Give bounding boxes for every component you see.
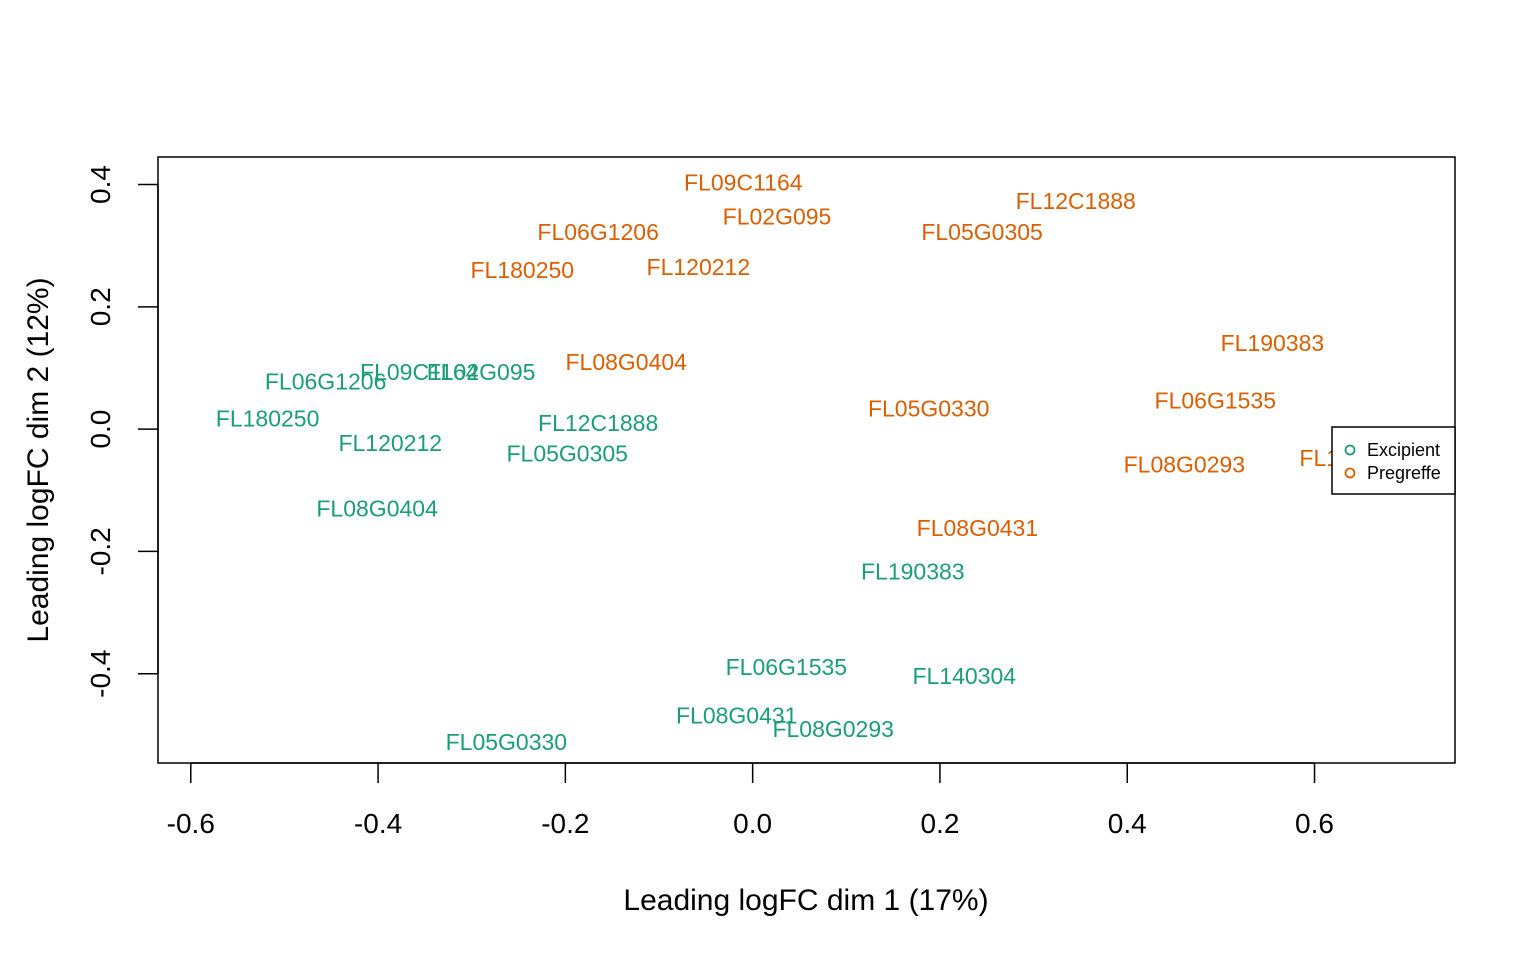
point-label-pregreffe: FL08G0293 xyxy=(1124,452,1245,478)
point-label-pregreffe: FL08G0404 xyxy=(565,349,687,375)
point-label-pregreffe: FL06G1535 xyxy=(1155,387,1276,413)
point-label-pregreffe: FL12C1888 xyxy=(1016,188,1136,214)
x-tick-label: -0.2 xyxy=(541,808,589,839)
legend-box xyxy=(1331,426,1456,495)
point-label-pregreffe: FL08G0431 xyxy=(917,515,1038,541)
point-label-excipient: FL06G1535 xyxy=(726,654,847,680)
point-label-excipient: FL09C1164 xyxy=(360,359,479,385)
x-tick-label: -0.4 xyxy=(354,808,402,839)
point-label-excipient: FL05G0305 xyxy=(506,441,627,467)
y-tick-label: 0.0 xyxy=(85,410,116,449)
y-axis: -0.4 -0.2 0.0 0.2 0.4 xyxy=(85,165,159,698)
y-tick-label: 0.2 xyxy=(85,287,116,326)
x-tick-label: 0.0 xyxy=(733,808,772,839)
point-label-excipient: FL190383 xyxy=(861,559,965,585)
point-label-pregreffe: FL190383 xyxy=(1221,330,1325,356)
legend-marker-excipient xyxy=(1344,444,1356,456)
legend-label-excipient: Excipient xyxy=(1367,440,1440,460)
point-label-excipient: FL06G1206 xyxy=(265,368,386,394)
point-label-excipient: FL08G0404 xyxy=(316,496,438,522)
point-label-pregreffe: FL05G0305 xyxy=(921,219,1042,245)
point-label-pregreffe: FL06G1206 xyxy=(537,219,658,245)
x-tick-label: 0.2 xyxy=(920,808,959,839)
point-label-pregreffe: FL02G095 xyxy=(723,203,832,229)
x-tick-label: 0.4 xyxy=(1108,808,1147,839)
point-label-pregreffe: FL120212 xyxy=(647,254,751,280)
y-axis-title: Leading logFC dim 2 (12%) xyxy=(22,277,55,642)
point-label-excipient: FL180250 xyxy=(216,406,320,432)
legend-marker-pregreffe xyxy=(1344,467,1356,479)
point-labels: FL09C1164FL02G095FL06G1206FL180250FL1202… xyxy=(216,170,1339,756)
legend: Excipient Pregreffe xyxy=(1331,426,1456,495)
point-label-excipient: FL120212 xyxy=(338,430,442,456)
x-axis: -0.6 -0.4 -0.2 0.0 0.2 0.4 0.6 xyxy=(167,762,1334,839)
y-tick-label: -0.2 xyxy=(85,527,116,575)
y-tick-label: 0.4 xyxy=(85,165,116,204)
point-label-excipient: FL140304 xyxy=(912,663,1016,689)
point-label-pregreffe: FL09C1164 xyxy=(684,170,803,196)
y-tick-label: -0.4 xyxy=(85,650,116,698)
x-axis-title: Leading logFC dim 1 (17%) xyxy=(623,884,988,917)
point-label-excipient: FL12C1888 xyxy=(538,410,658,436)
point-label-pregreffe: FL180250 xyxy=(470,257,574,283)
point-label-excipient: FL08G0293 xyxy=(772,716,893,742)
point-label-excipient: FL02G095 xyxy=(427,359,536,385)
point-label-excipient: FL08G0431 xyxy=(676,702,797,728)
point-label-excipient: FL05G0330 xyxy=(446,729,567,755)
x-tick-label: 0.6 xyxy=(1295,808,1334,839)
x-tick-label: -0.6 xyxy=(167,808,215,839)
point-label-pregreffe: FL05G0330 xyxy=(868,395,989,421)
legend-label-pregreffe: Pregreffe xyxy=(1367,463,1441,483)
